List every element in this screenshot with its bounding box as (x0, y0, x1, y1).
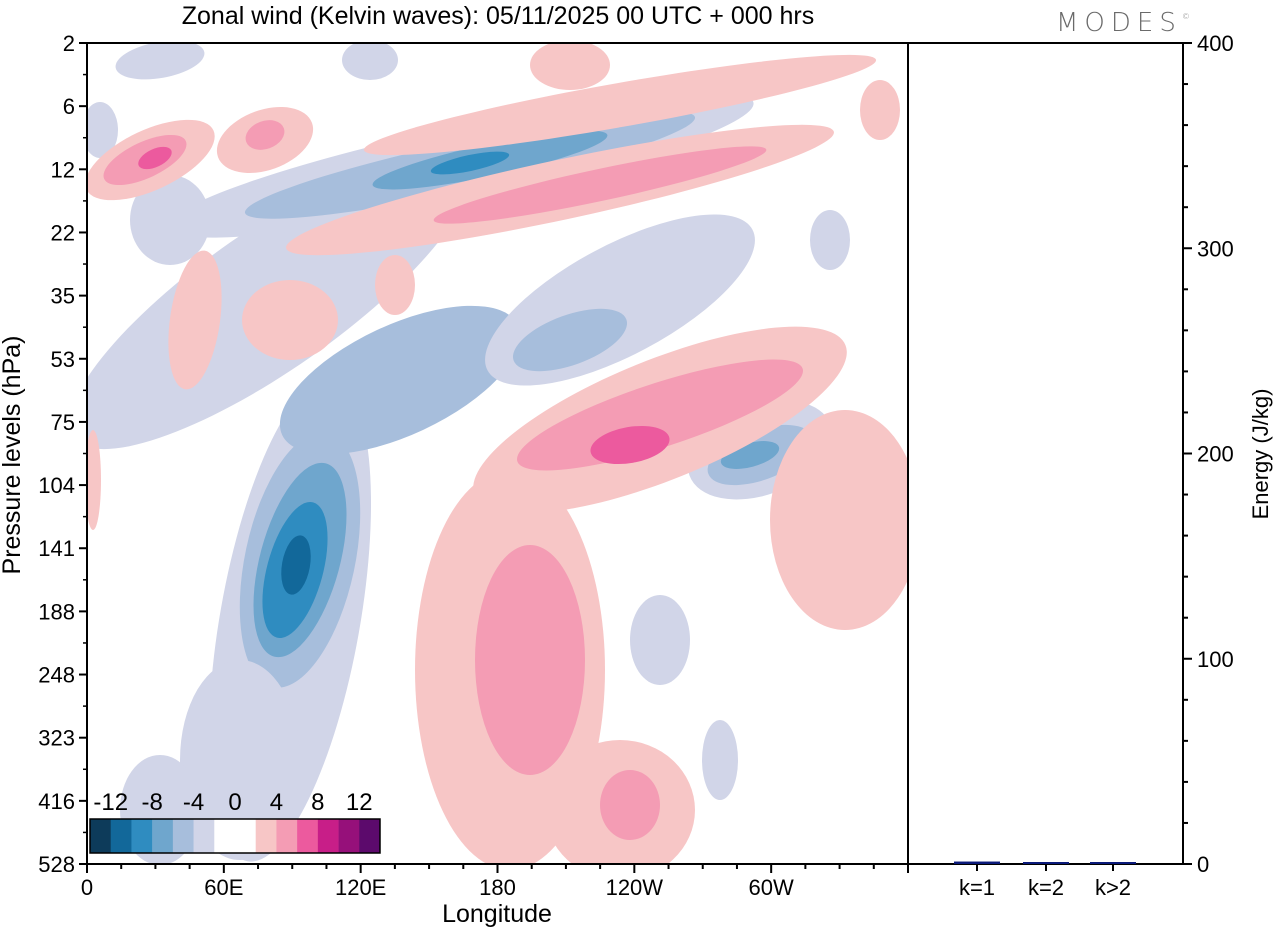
y-tick-label: 323 (38, 726, 75, 751)
contour-patch-pos1 (530, 43, 610, 90)
y-tick-label: 104 (38, 473, 75, 498)
y-tick-label: 35 (51, 284, 75, 309)
contour-field (87, 43, 908, 864)
brand-name: MODES (1056, 8, 1182, 38)
x-tick-label: 60E (204, 875, 243, 900)
colorbar-label: 12 (346, 789, 373, 816)
colorbar-swatch (214, 819, 236, 853)
y-tick-label: 141 (38, 536, 75, 561)
y-tick-label: 75 (51, 410, 75, 435)
colorbar-swatch (255, 819, 277, 853)
y-tick-label: 53 (51, 347, 75, 372)
x-axis-label: Longitude (442, 900, 552, 928)
y-tick-label: 188 (38, 599, 75, 624)
contour-patch-pos1 (87, 430, 101, 530)
contour-patch-neg1 (630, 595, 690, 685)
contour-patch-pos2 (433, 146, 767, 224)
energy-category-label: k=1 (959, 875, 995, 900)
contour-patch-pos3 (590, 425, 670, 465)
y-tick-label: 22 (51, 220, 75, 245)
energy-frame (907, 42, 1184, 865)
energy-tick-label: 400 (1197, 31, 1234, 56)
colorbar-swatch (359, 819, 381, 853)
energy-tick-label: 100 (1197, 647, 1234, 672)
contour-patch-pos1 (770, 410, 908, 630)
colorbar-label: -4 (183, 789, 204, 816)
colorbar-swatch (131, 819, 153, 853)
energy-panel: 0 100 200 300 400 k=1 k=2 k>2 (907, 31, 1234, 900)
colorbar-label: 8 (311, 789, 324, 816)
contour-patch-pos2 (475, 545, 585, 775)
y-tick-label: 248 (38, 663, 75, 688)
energy-axis-label: Energy (J/kg) (1248, 389, 1273, 520)
colorbar-swatch (297, 819, 319, 853)
brand-logo: MODES© (1056, 8, 1190, 38)
x-tick-label: 120E (335, 875, 386, 900)
colorbar-swatch (172, 819, 194, 853)
contour-patch-neg1 (87, 102, 118, 158)
contour-patch-neg1 (702, 720, 738, 800)
energy-tick-label: 0 (1197, 852, 1209, 877)
colorbar-swatch (193, 819, 215, 853)
colorbar-swatch (317, 819, 339, 853)
contour-patch-neg1 (810, 210, 850, 270)
colorbar-swatch (338, 819, 360, 853)
colorbar-swatch (235, 819, 257, 853)
contour-patch-neg1 (130, 175, 210, 265)
colorbar-label: -8 (141, 789, 162, 816)
chart-title: Zonal wind (Kelvin waves): 05/11/2025 00… (182, 2, 815, 30)
x-tick-label: 120W (606, 875, 664, 900)
contour-patch-neg1 (115, 43, 205, 80)
colorbar-label: 0 (228, 789, 241, 816)
contour-patch-neg1 (180, 660, 300, 860)
contour-patch-pos2 (600, 770, 660, 840)
contour-patch-pos2 (516, 359, 804, 471)
contour-patch-neg1 (342, 43, 398, 80)
contour-patch-neg4 (430, 151, 510, 175)
y-tick-label: 6 (63, 94, 75, 119)
contour-patch-pos3 (138, 146, 172, 170)
colorbar-frame (89, 818, 381, 854)
energy-bar (954, 861, 1000, 864)
colorbar-swatch (90, 819, 112, 853)
energy-tick-label: 200 (1197, 442, 1234, 467)
energy-bar (1023, 862, 1069, 864)
energy-category-label: k=2 (1028, 875, 1064, 900)
contour-patch-pos2 (245, 120, 285, 150)
y-tick-label: 12 (51, 157, 75, 182)
contour-patch-neg2 (512, 308, 628, 372)
y-tick-label: 416 (38, 789, 75, 814)
colorbar: -12 -8 -4 0 4 8 12 (89, 789, 381, 854)
contour-patch-pos1 (168, 250, 222, 390)
colorbar-swatch (110, 819, 132, 853)
contour-patch-pos1 (860, 80, 900, 140)
y-tick-label: 2 (63, 31, 75, 56)
colorbar-label: -12 (93, 789, 128, 816)
contour-patch-pos1 (242, 280, 338, 360)
x-tick-label: 180 (479, 875, 516, 900)
contour-patch-neg5 (281, 535, 311, 595)
colorbar-swatch (276, 819, 298, 853)
x-tick-label: 0 (81, 875, 93, 900)
energy-category-label: k>2 (1095, 875, 1131, 900)
colorbar-label: 4 (270, 789, 283, 816)
x-tick-label: 60W (749, 875, 794, 900)
energy-bar (1090, 862, 1136, 864)
contour-patch-pos1 (363, 54, 877, 156)
contour-patch-pos1 (375, 255, 415, 315)
contour-patch-neg2 (279, 305, 521, 455)
y-tick-label: 528 (38, 852, 75, 877)
y-axis-label: Pressure levels (hPa) (0, 336, 26, 575)
brand-mark: © (1181, 12, 1190, 21)
energy-tick-label: 300 (1197, 236, 1234, 261)
colorbar-swatch (152, 819, 174, 853)
